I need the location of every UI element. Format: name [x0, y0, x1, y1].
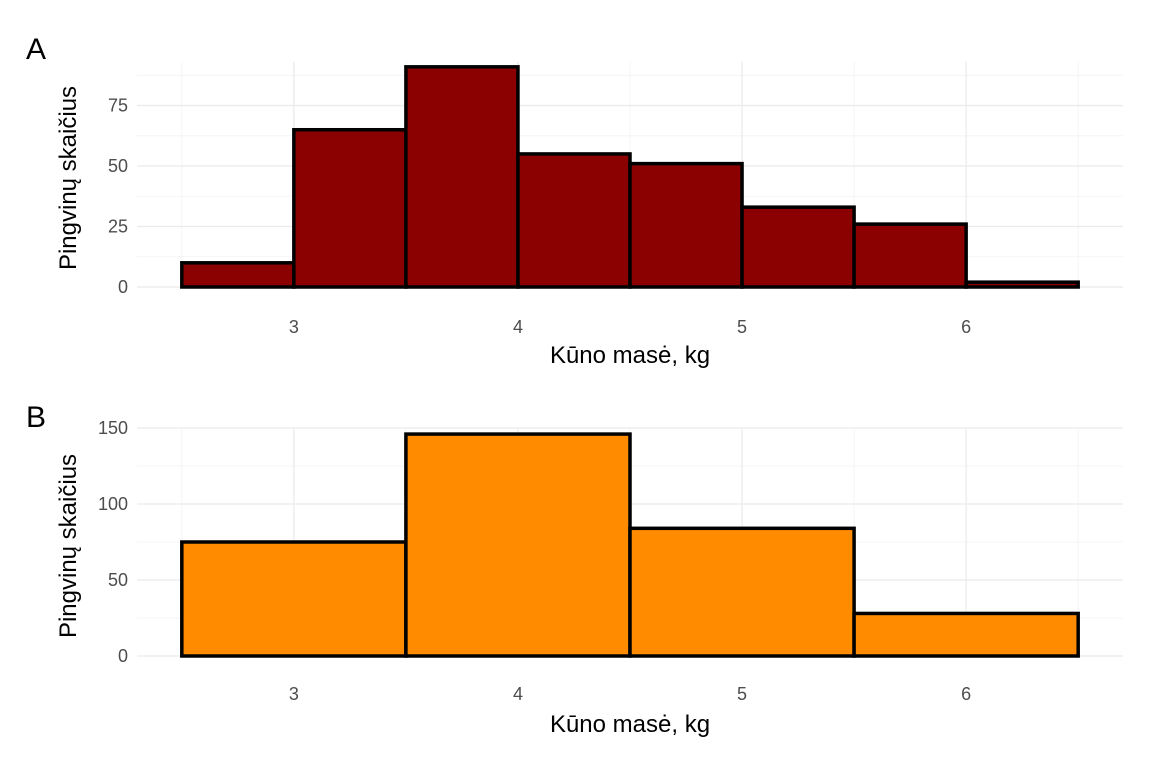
panel-a-y-tick-label: 75: [108, 96, 128, 116]
panel-b-x-tick-label: 3: [289, 684, 299, 704]
panel-b-y-tick-label: 150: [98, 418, 128, 438]
panel-a-bar: [852, 222, 968, 289]
panel-a-y-ticks: 0 25 50 75: [108, 96, 128, 297]
panel-b-x-tick-label: 5: [737, 684, 747, 704]
panel-b-x-tick-label: 6: [961, 684, 971, 704]
panel-b-x-tick-label: 4: [513, 684, 523, 704]
panel-b-bar: [628, 526, 856, 658]
panel-a-bar: [964, 280, 1080, 289]
panel-a-bar: [628, 161, 744, 289]
panel-a: A 3 4 5 6 0 25 50 75 Kūno masė, kg Pingvinų sk…: [26, 33, 1123, 369]
panel-b-y-axis-title: Pingvinų skaičius: [55, 454, 82, 638]
panel-a-bar: [740, 205, 856, 289]
panel-a-x-tick-label: 4: [513, 317, 523, 337]
panel-b: B 3 4 5 6 0 50 100 150 Kūno masė, kg Pingvinų …: [26, 401, 1123, 738]
panel-a-x-axis-title: Kūno masė, kg: [550, 342, 710, 369]
panel-b-x-ticks: 3 4 5 6: [289, 684, 971, 704]
panel-b-y-tick-label: 50: [108, 570, 128, 590]
panel-a-bar: [180, 261, 296, 289]
panel-b-bars: [180, 432, 1080, 658]
panel-a-x-tick-label: 5: [737, 317, 747, 337]
panel-b-y-ticks: 0 50 100 150: [98, 418, 128, 666]
panel-b-x-axis-title: Kūno masė, kg: [550, 711, 710, 738]
panel-a-tag: A: [26, 33, 46, 66]
panel-a-y-tick-label: 25: [108, 217, 128, 237]
panel-a-x-tick-label: 6: [961, 317, 971, 337]
panel-a-x-ticks: 3 4 5 6: [289, 317, 971, 337]
panel-a-bars: [180, 65, 1080, 289]
panel-b-bar: [180, 540, 408, 658]
panel-a-bar: [516, 152, 632, 289]
panel-b-y-tick-label: 100: [98, 494, 128, 514]
panel-a-y-tick-label: 0: [118, 277, 128, 297]
panel-b-y-tick-label: 0: [118, 646, 128, 666]
panel-a-bar: [292, 127, 408, 289]
panel-a-y-tick-label: 50: [108, 156, 128, 176]
panel-a-y-axis-title: Pingvinų skaičius: [55, 86, 82, 270]
panel-b-bar: [404, 432, 632, 658]
panel-b-tag: B: [26, 401, 46, 434]
panel-a-x-tick-label: 3: [289, 317, 299, 337]
panel-b-bar: [852, 611, 1080, 658]
panel-a-bar: [404, 65, 520, 289]
